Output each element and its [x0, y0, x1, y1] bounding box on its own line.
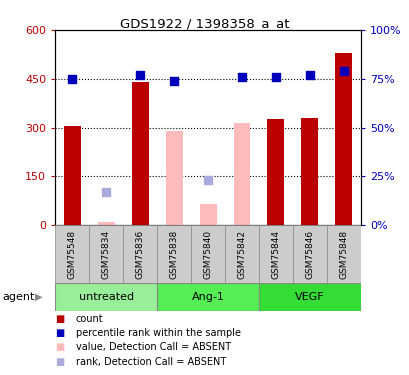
Bar	[55, 283, 157, 311]
Text: GSM75838: GSM75838	[169, 230, 178, 279]
Bar	[267, 119, 284, 225]
Bar	[157, 225, 191, 283]
Text: VEGF: VEGF	[294, 292, 324, 302]
Bar	[258, 283, 360, 311]
Text: ▶: ▶	[35, 292, 42, 302]
Bar	[292, 225, 326, 283]
Point	[103, 189, 109, 195]
Text: ■: ■	[55, 314, 65, 324]
Bar	[258, 225, 292, 283]
Text: GSM75836: GSM75836	[135, 230, 144, 279]
Point	[171, 78, 177, 84]
Text: value, Detection Call = ABSENT: value, Detection Call = ABSENT	[76, 342, 230, 352]
Text: ■: ■	[55, 357, 65, 366]
Bar	[233, 123, 250, 225]
Text: count: count	[76, 314, 103, 324]
Point	[306, 72, 312, 78]
Text: untreated: untreated	[79, 292, 133, 302]
Bar	[191, 225, 225, 283]
Text: agent: agent	[2, 292, 34, 302]
Bar	[123, 225, 157, 283]
Bar	[326, 225, 360, 283]
Text: percentile rank within the sample: percentile rank within the sample	[76, 328, 240, 338]
Text: Ang-1: Ang-1	[191, 292, 224, 302]
Text: GSM75844: GSM75844	[271, 230, 280, 279]
Bar	[64, 126, 81, 225]
Text: GDS1922 / 1398358_a_at: GDS1922 / 1398358_a_at	[120, 17, 289, 30]
Bar	[55, 225, 89, 283]
Point	[238, 74, 245, 80]
Text: GSM75548: GSM75548	[67, 230, 76, 279]
Point	[340, 68, 346, 74]
Bar	[165, 131, 182, 225]
Point	[272, 74, 279, 80]
Text: GSM75846: GSM75846	[305, 230, 314, 279]
Text: GSM75834: GSM75834	[101, 230, 110, 279]
Point	[69, 76, 75, 82]
Bar	[199, 204, 216, 225]
Bar	[157, 283, 258, 311]
Text: ■: ■	[55, 328, 65, 338]
Bar	[225, 225, 258, 283]
Text: GSM75848: GSM75848	[339, 230, 348, 279]
Point	[137, 72, 143, 78]
Bar	[97, 222, 115, 225]
Text: GSM75842: GSM75842	[237, 230, 246, 279]
Point	[204, 177, 211, 183]
Bar	[301, 118, 318, 225]
Bar	[131, 82, 148, 225]
Bar	[335, 53, 351, 225]
Text: ■: ■	[55, 342, 65, 352]
Text: rank, Detection Call = ABSENT: rank, Detection Call = ABSENT	[76, 357, 225, 366]
Text: GSM75840: GSM75840	[203, 230, 212, 279]
Bar	[89, 225, 123, 283]
